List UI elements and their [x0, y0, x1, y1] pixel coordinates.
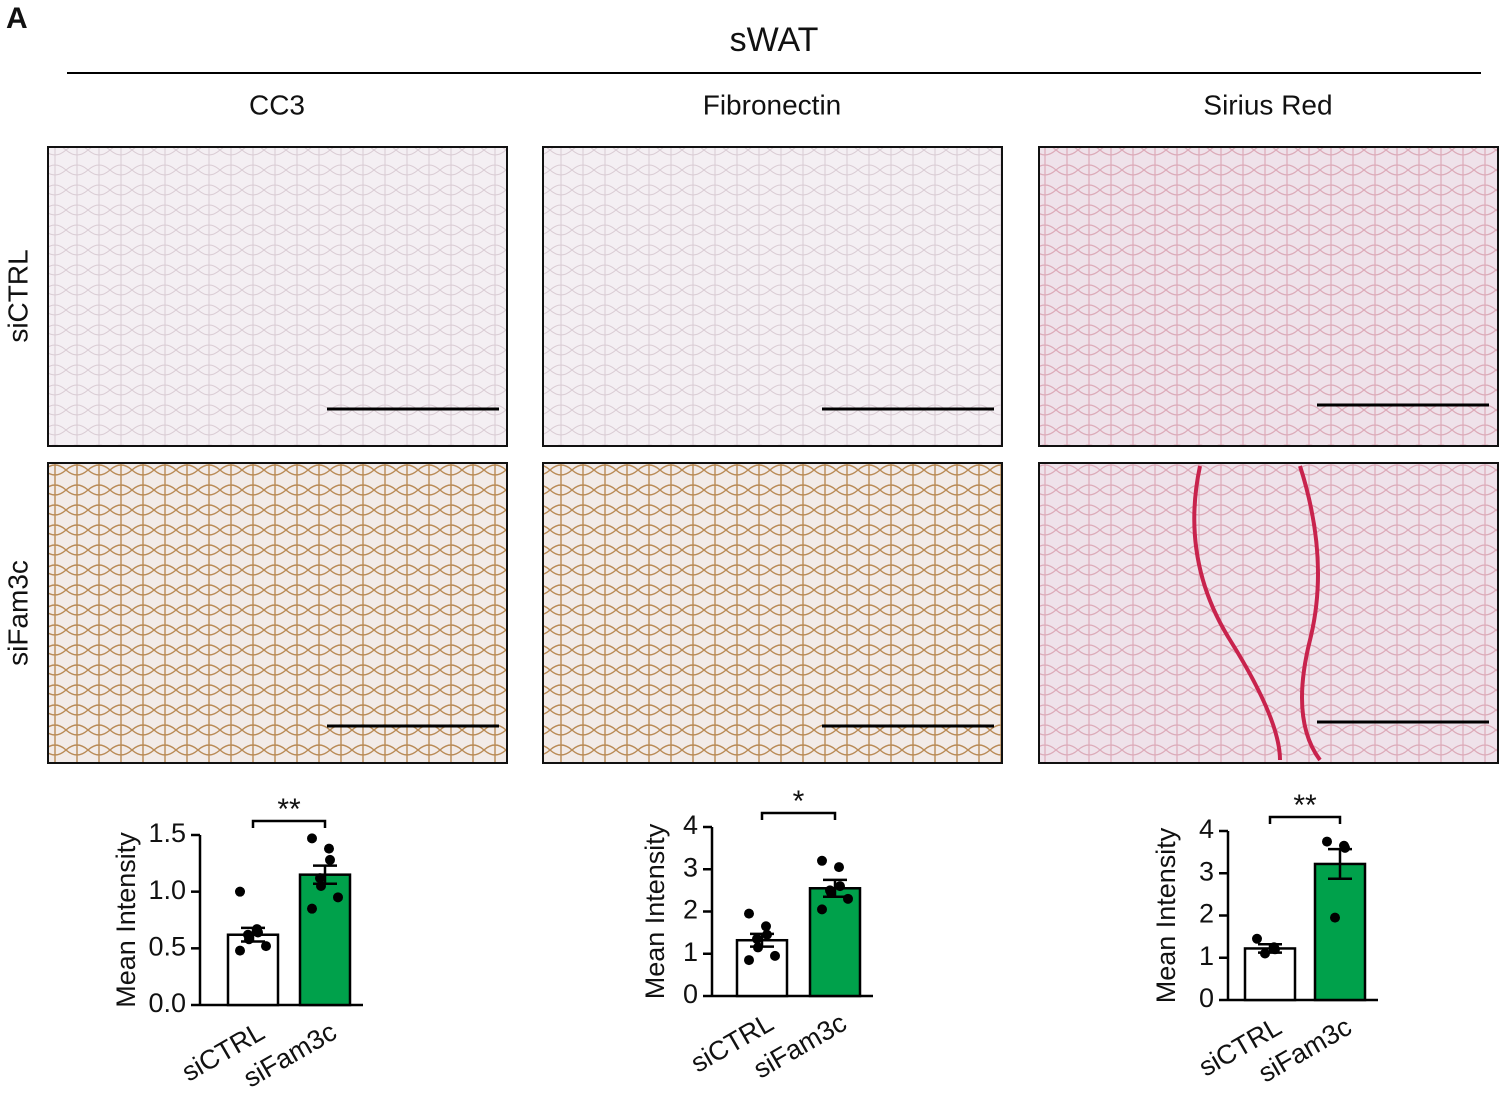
- data-point: [1270, 944, 1280, 955]
- data-point: [744, 955, 754, 966]
- bar: [226, 933, 280, 1007]
- y-tick-label: 0.5: [148, 931, 186, 961]
- bar: [1243, 947, 1297, 1002]
- data-point: [333, 892, 343, 903]
- y-tick-label: 1: [683, 937, 698, 967]
- micrograph: [1038, 146, 1499, 447]
- bar: [298, 873, 352, 1007]
- data-point: [253, 927, 263, 938]
- y-axis-label: Mean Intensity: [1151, 827, 1181, 1003]
- data-point: [843, 893, 853, 904]
- data-point: [817, 855, 827, 866]
- micrograph: [542, 146, 1003, 447]
- y-tick-label: 4: [1199, 814, 1214, 844]
- data-point: [316, 881, 326, 891]
- significance-label: *: [793, 785, 805, 818]
- y-tick-label: 0: [1199, 983, 1214, 1013]
- data-point: [235, 886, 245, 897]
- y-axis-label: Mean Intensity: [640, 823, 670, 999]
- y-tick-label: 1.0: [148, 875, 186, 905]
- column-label: Sirius Red: [1203, 89, 1332, 120]
- y-tick-label: 1.5: [148, 818, 186, 848]
- data-point: [315, 873, 325, 884]
- y-tick-label: 0.0: [148, 988, 186, 1018]
- column-label: Fibronectin: [703, 89, 842, 120]
- micrograph: [542, 462, 1003, 764]
- data-point: [817, 904, 827, 915]
- data-point: [244, 934, 254, 945]
- data-point: [324, 843, 334, 854]
- data-point: [261, 941, 271, 952]
- significance-label: **: [277, 793, 301, 826]
- data-point: [762, 929, 772, 940]
- column-label: CC3: [249, 89, 305, 120]
- data-point: [744, 908, 754, 919]
- y-tick-label: 3: [683, 852, 698, 882]
- y-tick-label: 2: [1199, 899, 1214, 929]
- y-tick-label: 1: [1199, 941, 1214, 971]
- y-tick-label: 2: [683, 895, 698, 925]
- data-point: [770, 950, 780, 961]
- row-label: siFam3c: [2, 560, 33, 666]
- bar: [808, 887, 862, 998]
- collagen-fiber: [1192, 465, 1322, 762]
- data-point: [235, 945, 245, 956]
- y-axis-label: Mean Intensity: [111, 832, 141, 1008]
- bar: [1313, 862, 1367, 1002]
- micrograph: [47, 146, 508, 447]
- panel-label: A: [6, 2, 28, 35]
- data-point: [826, 887, 836, 898]
- data-point: [761, 921, 771, 932]
- significance-label: **: [1293, 789, 1317, 822]
- row-label: siCTRL: [2, 249, 33, 342]
- data-point: [1322, 836, 1332, 847]
- figure-title: sWAT: [730, 21, 819, 59]
- data-point: [1340, 842, 1350, 853]
- y-tick-label: 4: [683, 810, 698, 840]
- micrographs: [47, 146, 1499, 764]
- micrograph: [47, 462, 508, 764]
- data-point: [307, 903, 317, 914]
- data-point: [753, 942, 763, 953]
- data-point: [307, 833, 317, 844]
- significance-bracket: [1268, 815, 1342, 824]
- y-tick-label: 0: [683, 979, 698, 1009]
- data-point: [1260, 948, 1270, 959]
- micrograph: [1038, 462, 1499, 764]
- significance-bracket: [251, 819, 327, 828]
- data-point: [752, 933, 762, 944]
- y-tick-label: 3: [1199, 856, 1214, 886]
- data-point: [834, 862, 844, 873]
- data-point: [325, 854, 335, 865]
- data-point: [1330, 912, 1340, 923]
- data-point: [1252, 933, 1262, 944]
- data-point: [835, 881, 845, 892]
- significance-bracket: [760, 811, 837, 820]
